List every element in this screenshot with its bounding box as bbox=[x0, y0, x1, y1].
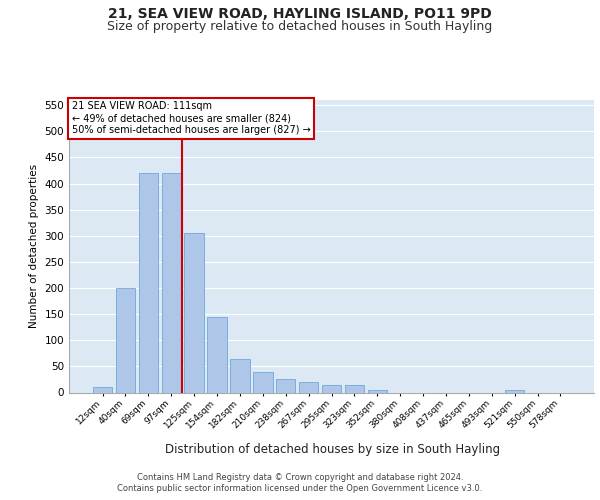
Bar bbox=[93, 388, 112, 392]
Text: 21 SEA VIEW ROAD: 111sqm
← 49% of detached houses are smaller (824)
50% of semi-: 21 SEA VIEW ROAD: 111sqm ← 49% of detach… bbox=[71, 102, 310, 134]
Y-axis label: Number of detached properties: Number of detached properties bbox=[29, 164, 39, 328]
Bar bbox=[368, 390, 387, 392]
Bar bbox=[208, 317, 227, 392]
Text: Contains public sector information licensed under the Open Government Licence v3: Contains public sector information licen… bbox=[118, 484, 482, 493]
Bar bbox=[116, 288, 135, 393]
Bar bbox=[184, 233, 204, 392]
Bar bbox=[276, 380, 295, 392]
Bar bbox=[344, 384, 364, 392]
Bar bbox=[299, 382, 319, 392]
Text: Contains HM Land Registry data © Crown copyright and database right 2024.: Contains HM Land Registry data © Crown c… bbox=[137, 472, 463, 482]
Bar bbox=[505, 390, 524, 392]
Bar bbox=[253, 372, 272, 392]
Bar bbox=[139, 173, 158, 392]
Bar bbox=[161, 173, 181, 392]
Text: Size of property relative to detached houses in South Hayling: Size of property relative to detached ho… bbox=[107, 20, 493, 33]
Bar bbox=[230, 358, 250, 392]
Text: 21, SEA VIEW ROAD, HAYLING ISLAND, PO11 9PD: 21, SEA VIEW ROAD, HAYLING ISLAND, PO11 … bbox=[108, 8, 492, 22]
Bar bbox=[322, 384, 341, 392]
Text: Distribution of detached houses by size in South Hayling: Distribution of detached houses by size … bbox=[166, 442, 500, 456]
